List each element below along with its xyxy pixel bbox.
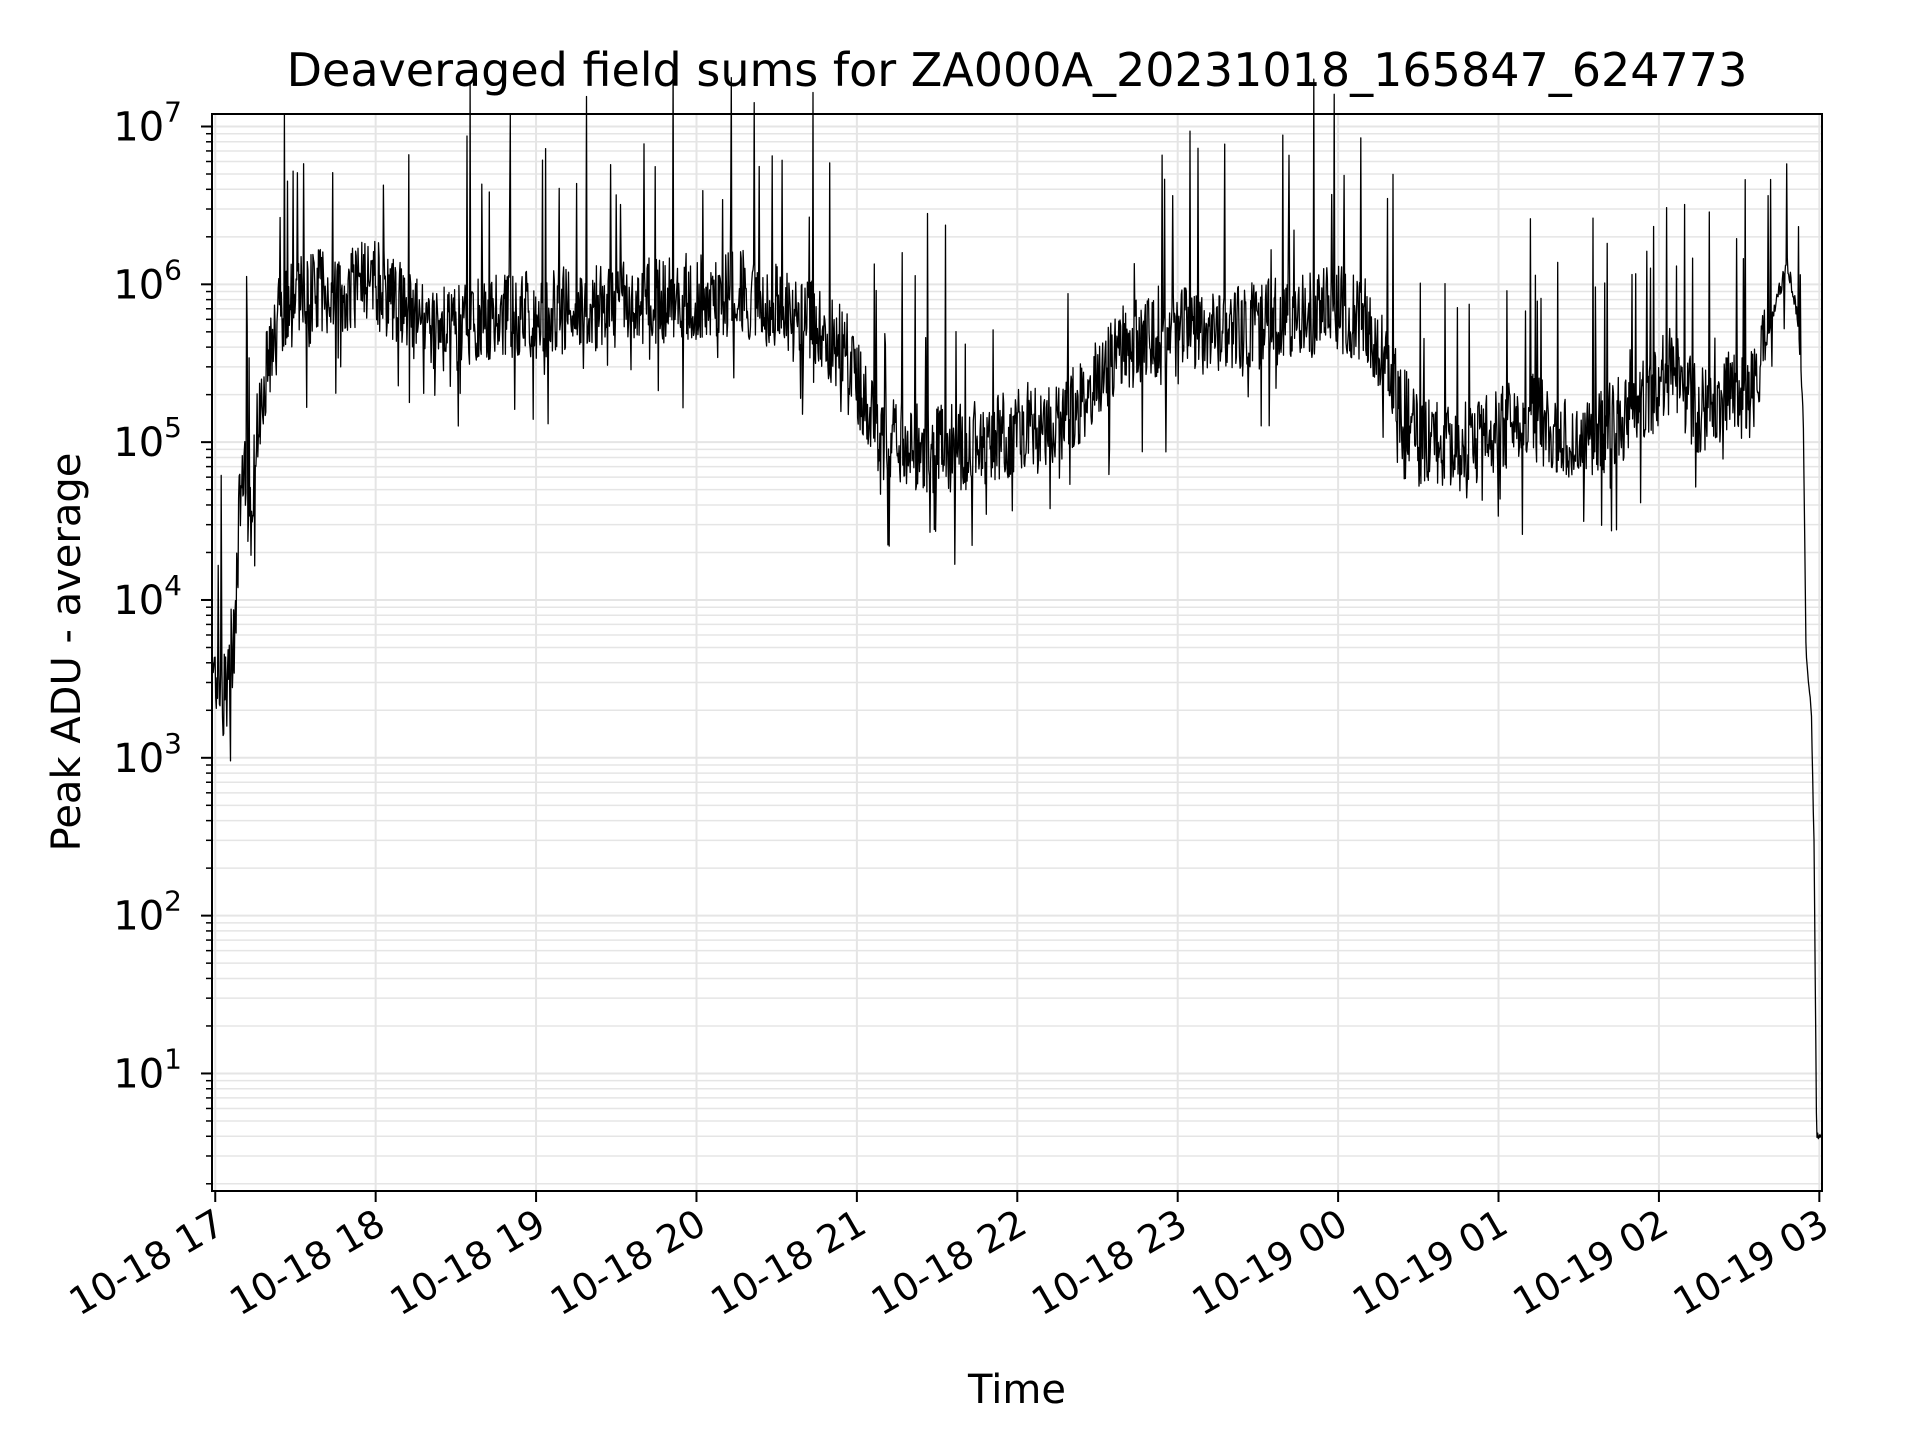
x-tick-label: 10-18 20: [543, 1201, 713, 1325]
y-tick-base: 10: [113, 420, 164, 466]
y-axis-label: Peak ADU - average: [44, 453, 90, 852]
y-tick-label: 103: [113, 727, 182, 782]
y-tick-label: 106: [113, 253, 182, 308]
y-tick-exponent: 2: [164, 885, 182, 918]
series-layer: [211, 66, 1823, 1140]
y-tick-exponent: 7: [164, 95, 182, 128]
x-tick-label: 10-18 22: [864, 1201, 1034, 1325]
grid: [212, 114, 1822, 1191]
x-tick-label: 10-18 18: [222, 1201, 392, 1325]
y-tick-exponent: 5: [164, 411, 182, 444]
y-tick-label: 101: [113, 1042, 182, 1097]
x-tick-label: 10-19 02: [1505, 1201, 1675, 1325]
x-tick-label: 10-19 03: [1666, 1201, 1836, 1325]
y-tick-base: 10: [113, 1051, 164, 1097]
series-line: [211, 66, 1823, 1140]
y-tick-base: 10: [113, 578, 164, 624]
y-tick-base: 10: [113, 736, 164, 782]
ticks: [201, 125, 1821, 1202]
x-tick-label: 10-18 17: [62, 1201, 232, 1325]
chart-title: Deaveraged field sums for ZA000A_2023101…: [287, 43, 1748, 97]
x-tick-label: 10-19 00: [1185, 1201, 1355, 1325]
x-tick-label: 10-18 21: [703, 1201, 873, 1325]
y-tick-base: 10: [113, 262, 164, 308]
x-axis-label: Time: [967, 1367, 1066, 1413]
y-tick-exponent: 3: [164, 727, 182, 760]
y-tick-exponent: 4: [164, 569, 182, 602]
y-tick-base: 10: [113, 894, 164, 940]
y-tick-exponent: 6: [164, 253, 182, 286]
x-tick-label: 10-18 19: [383, 1201, 553, 1325]
x-tick-label: 10-18 23: [1024, 1201, 1194, 1325]
y-tick-base: 10: [113, 104, 164, 150]
y-tick-label: 107: [113, 95, 182, 150]
y-tick-label: 102: [113, 885, 182, 940]
x-tick-label: 10-19 01: [1345, 1201, 1515, 1325]
y-tick-exponent: 1: [164, 1042, 182, 1075]
y-tick-label: 105: [113, 411, 182, 466]
y-tick-label: 104: [113, 569, 182, 624]
